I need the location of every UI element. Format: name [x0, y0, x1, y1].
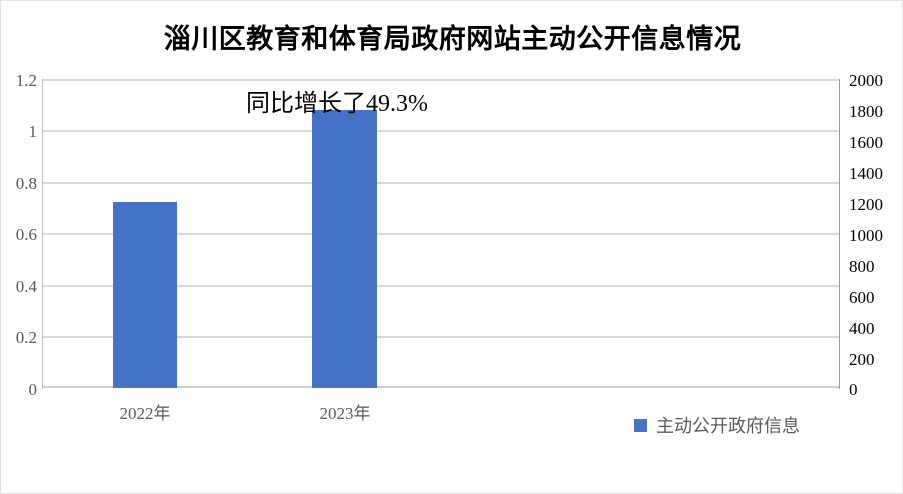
right-tick-0: 0	[849, 380, 858, 399]
gridline-0.8	[43, 182, 839, 184]
left-tick-1: 1	[28, 122, 38, 141]
right-tick-2000: 2000	[849, 71, 883, 90]
gridline-0.2	[43, 336, 839, 338]
left-axis-line	[42, 79, 43, 389]
left-tick-0.2: 0.2	[15, 328, 37, 347]
right-tick-400: 400	[849, 319, 875, 338]
right-tick-1800: 1800	[849, 102, 883, 121]
left-tick-0.6: 0.6	[15, 225, 37, 244]
right-tick-1000: 1000	[849, 226, 883, 245]
legend-marker-icon	[634, 418, 647, 432]
left-tick-0.8: 0.8	[15, 174, 37, 193]
right-tick-1200: 1200	[849, 195, 883, 214]
category-label-2022: 2022年	[119, 404, 171, 423]
category-label-2023: 2023年	[319, 404, 371, 423]
left-tick-0.4: 0.4	[15, 277, 37, 296]
right-axis-line	[839, 79, 840, 389]
right-tick-600: 600	[849, 288, 875, 307]
bar-2023[interactable]	[312, 110, 377, 388]
right-tick-800: 800	[849, 257, 875, 276]
gridline-0	[43, 386, 839, 388]
left-axis: 1.2 1 0.8 0.6 0.4 0.2 0	[1, 1, 38, 493]
left-tick-1.2: 1.2	[15, 71, 37, 90]
left-tick-0: 0	[28, 380, 38, 399]
right-tick-1400: 1400	[849, 164, 883, 183]
chart-legend: 主动公开政府信息	[634, 412, 800, 438]
gridline-0.4	[43, 285, 839, 287]
gridline-1.2	[43, 79, 839, 81]
right-tick-200: 200	[849, 350, 875, 369]
right-axis: 2000 1800 1600 1400 1200 1000 800 600 40…	[849, 1, 902, 493]
growth-annotation: 同比增长了49.3%	[246, 91, 428, 117]
gridline-0.6	[43, 233, 839, 235]
gridline-1.0	[43, 130, 839, 132]
plot-area	[43, 79, 839, 388]
bar-2022[interactable]	[113, 202, 177, 388]
right-tick-1600: 1600	[849, 133, 883, 152]
legend-label: 主动公开政府信息	[656, 416, 800, 436]
chart-title: 淄川区教育和体育局政府网站主动公开信息情况	[163, 24, 742, 54]
